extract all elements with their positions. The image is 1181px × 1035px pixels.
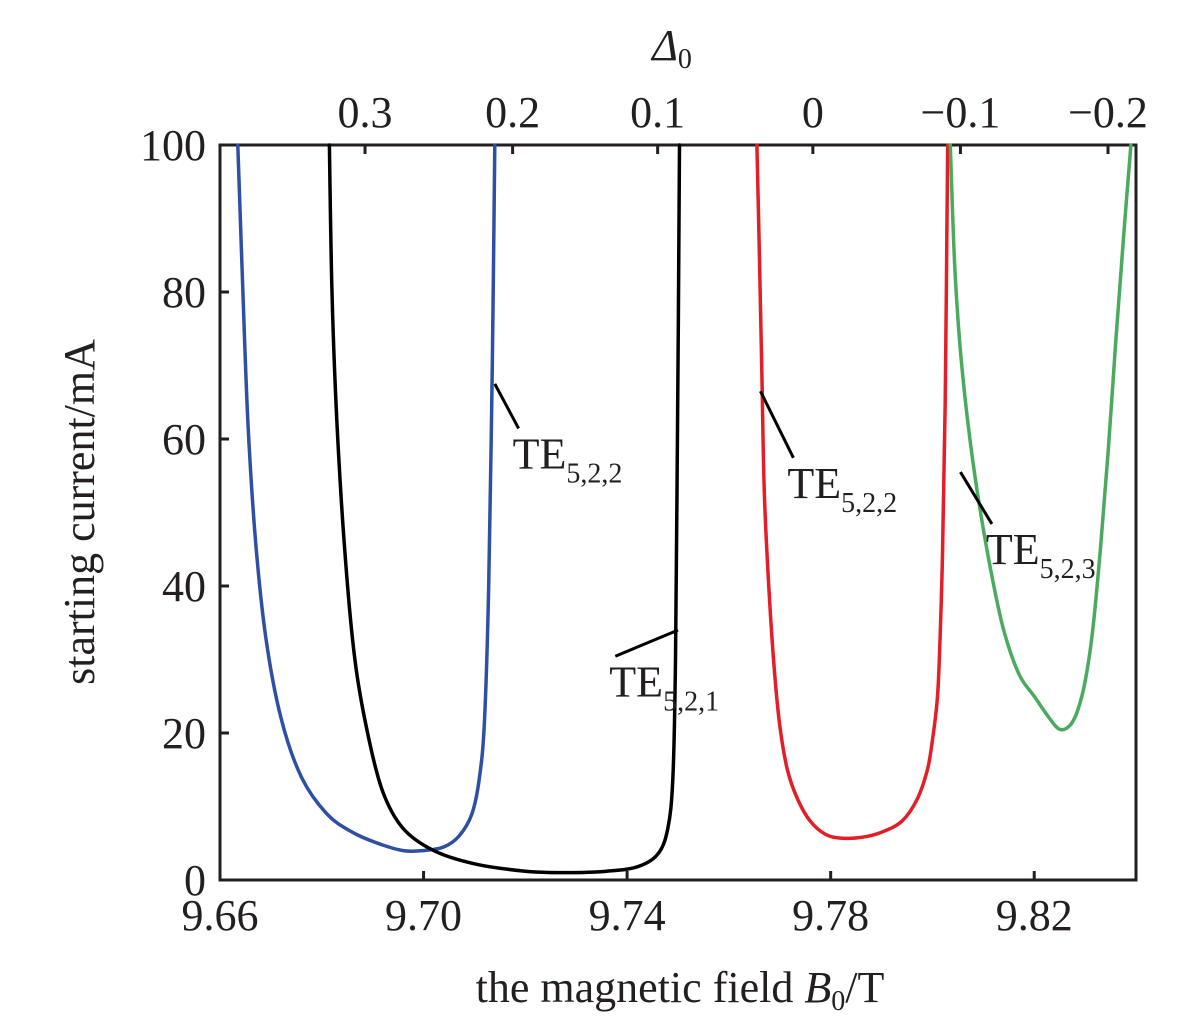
series-line-TE5-2-2 [236, 143, 497, 854]
x-tick-label: 9.70 [385, 891, 462, 940]
x-axis-ticks: 9.66 9.70 9.74 9.78 9.82 [182, 871, 1073, 940]
x-tick-label: 9.66 [182, 891, 259, 940]
annotation-label: TE5,2,1 [609, 657, 719, 717]
y-tick-label: 20 [162, 709, 206, 758]
top-tick-label: 0.1 [630, 88, 685, 137]
top-axis-ticks: 0.3 0.2 0.1 0 −0.1 −0.2 [338, 88, 1148, 154]
annotation-label: TE5,2,2 [787, 459, 897, 519]
x-tick-label: 9.78 [792, 891, 869, 940]
annotation-label: TE5,2,3 [986, 525, 1096, 585]
top-tick-label: −0.1 [921, 88, 1001, 137]
x-tick-label: 9.74 [589, 891, 666, 940]
x-axis-title: the magnetic field B0/T [476, 963, 885, 1017]
top-tick-label: 0 [802, 88, 824, 137]
y-tick-label: 100 [140, 121, 206, 170]
annotation-label: TE5,2,2 [513, 429, 623, 489]
top-axis-title: Δ0 [650, 21, 692, 75]
top-tick-label: −0.2 [1068, 88, 1148, 137]
series-line-TE5-2-2 [755, 143, 950, 841]
annotation-leader-line [493, 383, 520, 430]
y-tick-label: 40 [162, 562, 206, 611]
y-tick-label: 0 [184, 856, 206, 905]
y-tick-label: 60 [162, 415, 206, 464]
y-axis-title: starting current/mA [55, 339, 104, 685]
y-axis-ticks: 0 20 40 60 80 100 [140, 121, 229, 905]
y-tick-label: 80 [162, 268, 206, 317]
annotation-leader-line [759, 390, 795, 459]
top-tick-label: 0.3 [338, 88, 393, 137]
annotation-leader-line [959, 471, 994, 525]
annotation-leader-line [614, 628, 679, 658]
top-tick-label: 0.2 [485, 88, 540, 137]
series-line-TE5-2-3 [948, 143, 1133, 732]
x-tick-label: 9.82 [996, 891, 1073, 940]
series-line-TE5-2-1 [327, 143, 682, 875]
series-curves [236, 143, 1133, 875]
curve-annotations: TE5,2,2 TE5,2,1 TE5,2,2 TE5,2,3 [493, 383, 1096, 717]
